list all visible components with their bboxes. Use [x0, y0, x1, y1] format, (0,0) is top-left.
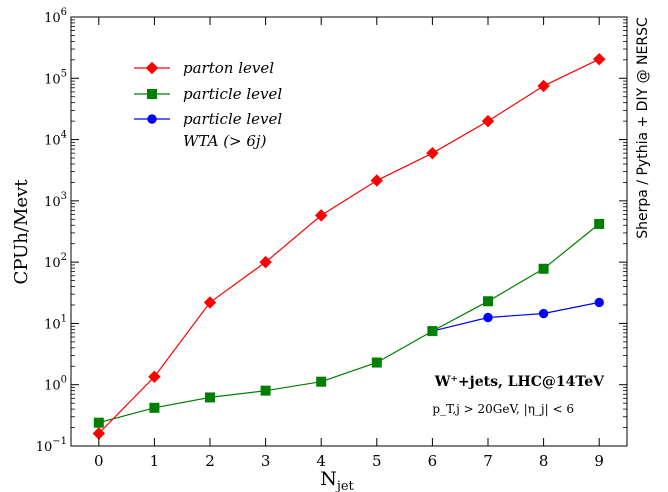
x-axis-label: Njet — [320, 468, 354, 492]
cuts-annotation: p_T,j > 20GeV, |η_j| < 6 — [432, 402, 574, 416]
data-point-particle-level-wta — [483, 312, 493, 323]
legend-label-parton-level: parton level — [183, 59, 274, 77]
plot-frame — [70, 16, 628, 447]
y-tick-label: 100 — [44, 375, 67, 394]
y-axis-label: CPUh/Mevt — [11, 179, 32, 285]
y-tick-label: 103 — [44, 191, 67, 210]
data-point-parton-level — [259, 255, 272, 269]
data-point-parton-level — [537, 79, 550, 93]
series-line-particle-level — [98, 223, 600, 424]
x-tick-label: 6 — [428, 452, 438, 470]
x-tick-label: 9 — [594, 452, 604, 470]
series-particle-level — [93, 218, 605, 428]
data-point-particle-level — [316, 376, 327, 387]
x-tick-label: 0 — [94, 452, 104, 470]
data-point-parton-level — [314, 209, 328, 222]
x-tick-label: 8 — [539, 452, 549, 470]
x-tick-label: 3 — [261, 452, 271, 470]
data-point-particle-level-wta — [594, 297, 604, 308]
y-tick-label: 104 — [44, 130, 67, 149]
series-particle-level-wta — [427, 297, 604, 336]
data-point-parton-level — [592, 52, 606, 66]
x-tick-label: 5 — [372, 452, 382, 470]
y-tick-label: 101 — [44, 313, 67, 332]
data-point-particle-level — [594, 218, 605, 229]
legend-marker-parton-level — [145, 61, 159, 75]
legend-label-particle-level: particle level — [183, 85, 282, 103]
data-point-parton-level — [426, 146, 439, 160]
axes: 0 1 2 3 4 5 6 7 8 9 10−1 100 101 102 103 104 105 106 — [36, 7, 628, 470]
process-annotation: W⁺+jets, LHC@14TeV — [434, 374, 605, 390]
x-tick-label: 2 — [205, 452, 215, 470]
data-point-parton-level — [370, 174, 384, 187]
legend-label-particle-level-wta: particle level — [183, 110, 282, 128]
data-point-parton-level — [481, 114, 495, 128]
series-line-particle-level-wta — [432, 301, 600, 332]
data-point-particle-level — [260, 385, 271, 396]
y-tick-label: 105 — [44, 68, 67, 87]
x-tick-label: 7 — [483, 452, 493, 470]
data-point-particle-level — [483, 296, 493, 307]
right-side-label: Sherpa / Pythia + DIY @ NERSC — [635, 17, 651, 239]
data-point-particle-level-wta — [538, 308, 549, 319]
y-tick-label: 106 — [44, 7, 67, 26]
data-point-parton-level — [148, 370, 161, 383]
data-point-particle-level — [149, 402, 160, 413]
data-point-particle-level — [538, 263, 549, 274]
legend-marker-particle-level-wta — [147, 114, 157, 124]
x-tick-label: 1 — [150, 452, 160, 470]
data-point-particle-level — [427, 326, 438, 337]
data-point-particle-level — [205, 392, 215, 403]
data-point-parton-level — [203, 296, 217, 309]
legend-label-wta: WTA (> 6j) — [183, 132, 267, 150]
series-line-parton-level — [98, 58, 600, 434]
legend-marker-particle-level — [147, 89, 157, 99]
legend: parton level particle level particle level… — [134, 59, 282, 150]
series-parton-level — [92, 52, 606, 440]
x-tick-label: 4 — [316, 452, 326, 470]
y-tick-label: 102 — [44, 252, 67, 271]
data-point-particle-level — [371, 357, 382, 368]
y-tick-label: 10−1 — [36, 436, 67, 455]
data-point-particle-level — [93, 417, 104, 428]
plot-area — [92, 52, 606, 440]
